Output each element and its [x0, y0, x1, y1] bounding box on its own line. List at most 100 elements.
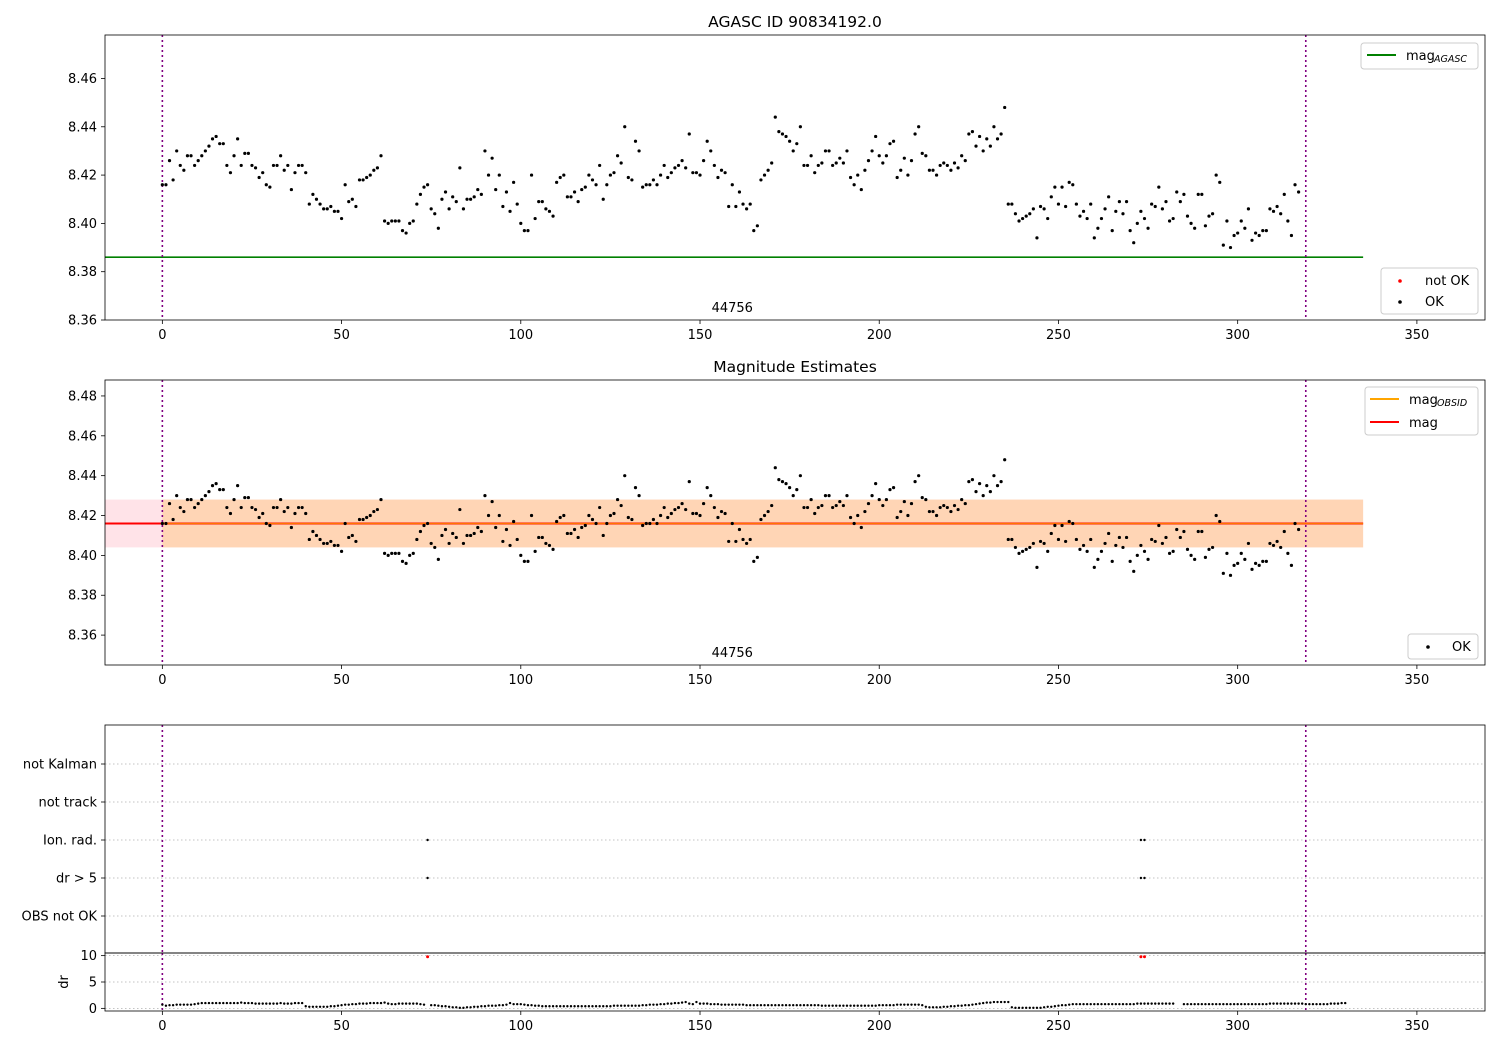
data-point: [529, 513, 534, 518]
data-point: [1167, 551, 1172, 555]
data-point: [605, 183, 609, 187]
data-point: [827, 1004, 831, 1007]
data-point: [218, 1001, 221, 1005]
flag-point: [426, 838, 429, 842]
data-point: [773, 115, 777, 119]
data-point: [559, 1005, 562, 1008]
data-point: [483, 1005, 487, 1008]
data-point: [1200, 1002, 1204, 1006]
data-point: [562, 1005, 566, 1008]
data-point: [723, 171, 727, 175]
data-point: [590, 517, 595, 522]
data-point: [465, 197, 469, 201]
data-point: [727, 204, 731, 209]
data-point: [537, 535, 541, 540]
data-point: [1089, 1002, 1092, 1006]
data-point: [247, 1001, 250, 1005]
data-point: [490, 499, 494, 504]
data-point: [734, 539, 738, 544]
data-point: [1049, 531, 1053, 536]
data-point: [361, 1002, 365, 1005]
data-point: [913, 480, 917, 484]
data-point: [472, 195, 476, 199]
data-point: [956, 166, 960, 170]
data-point: [497, 513, 501, 518]
x-tick-label: 150: [688, 1019, 713, 1034]
data-point: [429, 207, 433, 211]
data-point: [884, 497, 889, 502]
data-point: [920, 495, 924, 500]
data-point: [551, 547, 555, 552]
data-point: [494, 1004, 497, 1007]
data-point: [899, 1003, 902, 1006]
data-point: [608, 513, 613, 518]
data-point: [655, 521, 659, 526]
data-point: [1017, 1006, 1021, 1010]
data-point: [626, 515, 630, 520]
data-point: [461, 207, 466, 211]
data-point: [1200, 529, 1204, 534]
data-point: [633, 486, 638, 490]
data-point: [472, 531, 476, 536]
data-point: [443, 190, 448, 194]
data-point: [637, 1004, 641, 1007]
data-point: [784, 482, 788, 486]
data-point: [752, 229, 756, 233]
data-point: [1003, 105, 1007, 110]
data-point: [1171, 216, 1175, 221]
data-point: [895, 515, 899, 520]
data-point: [1175, 190, 1179, 194]
data-point: [920, 151, 924, 155]
data-point: [806, 1004, 809, 1007]
data-point: [408, 1002, 411, 1005]
flag-label: dr > 5: [56, 872, 97, 887]
data-point: [279, 497, 283, 502]
data-point: [820, 1004, 824, 1007]
data-point: [927, 509, 932, 514]
data-point: [874, 1004, 877, 1007]
data-point: [701, 158, 706, 163]
data-point: [1171, 549, 1175, 553]
data-point: [1010, 202, 1014, 206]
data-point: [167, 158, 172, 163]
data-point: [716, 515, 720, 520]
data-point: [763, 1004, 766, 1007]
data-point: [200, 497, 204, 502]
data-point: [261, 511, 265, 516]
data-point: [995, 137, 1000, 141]
data-point: [290, 1002, 293, 1005]
data-point: [296, 163, 301, 168]
data-point: [565, 195, 569, 199]
data-point: [648, 521, 652, 526]
data-point: [1103, 207, 1107, 211]
data-point: [601, 197, 605, 201]
data-point: [694, 511, 699, 516]
data-point: [985, 1001, 988, 1004]
data-point: [228, 511, 233, 516]
data-point: [369, 1001, 372, 1005]
data-point: [913, 132, 917, 136]
data-point: [1243, 226, 1247, 230]
data-point: [1304, 1002, 1307, 1006]
data-point: [809, 1004, 813, 1007]
data-point: [863, 509, 867, 514]
data-point: [651, 178, 656, 182]
data-point: [1074, 202, 1078, 206]
data-point: [1035, 236, 1039, 240]
data-point: [720, 1003, 723, 1006]
data-point: [931, 1006, 935, 1009]
flag-point: [1143, 876, 1146, 880]
x-tick-label: 350: [1404, 328, 1429, 343]
data-point: [203, 149, 207, 153]
data-point: [1068, 1003, 1071, 1006]
data-point: [1053, 185, 1057, 189]
data-point: [1286, 219, 1290, 223]
data-point: [1074, 537, 1078, 542]
data-point: [354, 204, 358, 209]
data-point: [774, 1004, 777, 1007]
x-tick-label: 200: [867, 673, 892, 688]
data-point: [777, 478, 781, 482]
data-point: [171, 1004, 175, 1007]
data-point: [866, 501, 871, 506]
data-point: [1250, 238, 1254, 242]
